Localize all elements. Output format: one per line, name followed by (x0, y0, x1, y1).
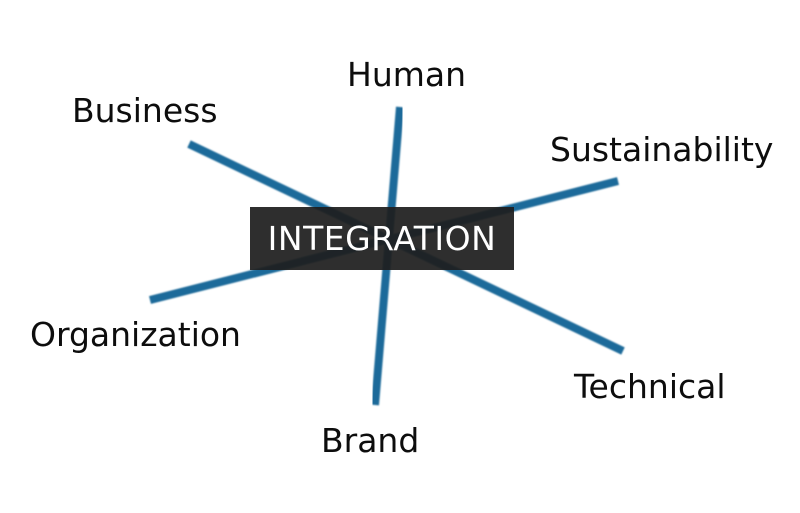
label-human: Human (347, 55, 467, 94)
label-sustainability: Sustainability (550, 130, 774, 169)
integration-label: INTEGRATION (267, 219, 497, 258)
label-business: Business (72, 91, 218, 130)
label-technical: Technical (574, 367, 726, 406)
label-organization: Organization (30, 315, 241, 354)
label-brand: Brand (321, 421, 420, 460)
integration-center-box: INTEGRATION (250, 207, 514, 270)
